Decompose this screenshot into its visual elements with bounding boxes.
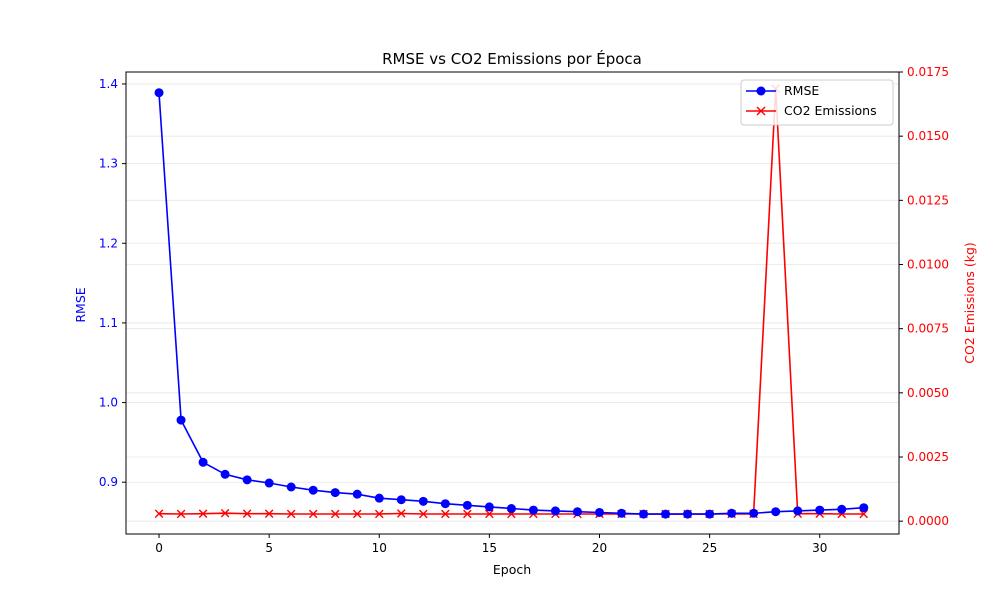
rmse-point [220,469,230,479]
legend: RMSE CO2 Emissions [740,79,894,126]
rmse-point [617,508,627,518]
y-left-tick-label: 1.3 [99,157,118,171]
rmse-line [158,92,864,515]
y-right-tick-label: 0.0175 [907,65,949,79]
co2-point [419,509,428,519]
rmse-point [286,482,296,492]
co2-point [485,509,494,519]
y-axis-left: 0.9 1.0 1.1 1.2 1.3 1.4 [99,77,126,489]
rmse-point [639,509,649,519]
y-right-tick-label: 0.0125 [907,193,949,207]
x-tick-label: 15 [482,541,497,555]
rmse-point [308,485,318,495]
rmse-point [594,507,604,517]
rmse-point [352,489,362,499]
rmse-point [705,509,715,519]
x-tick-label: 25 [702,541,717,555]
rmse-point [749,508,759,518]
rmse-point [374,493,384,503]
rmse-point [661,509,671,519]
co2-point [396,509,406,518]
co2-point [352,509,362,519]
co2-point [463,509,472,519]
y-left-tick-label: 1.2 [99,236,118,250]
co2-point [220,508,230,518]
rmse-point [440,499,450,509]
x-axis-label: Epoch [493,562,531,577]
co2-point [330,509,340,519]
rmse-point [330,488,340,498]
series-rmse [154,88,869,519]
plot-frame [125,71,900,535]
co2-point [264,509,274,519]
rmse-point [683,509,693,519]
y-left-tick-label: 1.1 [99,316,118,330]
co2-point [859,509,869,519]
x-tick-label: 0 [155,541,163,555]
co2-point [176,509,186,519]
y-right-tick-label: 0.0100 [907,258,949,272]
rmse-point [859,503,869,513]
legend-rmse-marker [756,86,766,96]
rmse-point [198,457,208,467]
y-right-tick-label: 0.0025 [907,450,949,464]
series-co2 [154,84,869,519]
x-tick-label: 30 [812,541,827,555]
rmse-point [837,504,847,514]
rmse-point [264,478,274,488]
rmse-point [727,508,737,518]
rmse-point [793,506,803,516]
rmse-point [815,505,825,515]
legend-co2-marker [756,106,766,116]
co2-point [198,509,208,519]
co2-line [158,88,864,515]
y-axis-right: 0.0000 0.0025 0.0050 0.0075 0.0100 0.0125 0.01… [899,65,949,528]
y-axis-left-label: RMSE [73,287,88,322]
rmse-point [550,506,560,516]
grid-lines [126,71,899,522]
rmse-point [484,502,494,512]
y-left-tick-label: 1.0 [99,396,118,410]
co2-point [154,509,164,519]
y-right-tick-label: 0.0000 [907,514,949,528]
rmse-point [528,505,538,515]
rmse-point [396,495,406,505]
y-right-tick-label: 0.0150 [907,129,949,143]
co2-point [441,509,450,519]
co2-point [374,509,384,519]
co2-point [242,509,252,519]
legend-co2-label: CO2 Emissions [784,103,877,118]
rmse-point [506,504,516,514]
y-right-tick-label: 0.0050 [907,386,949,400]
y-right-tick-label: 0.0075 [907,322,949,336]
y-axis-right-label: CO2 Emissions (kg) [962,242,977,364]
legend-rmse-label: RMSE [784,83,819,98]
x-axis: 0 5 10 15 20 25 30 [155,534,827,555]
x-tick-label: 5 [265,541,273,555]
y-left-tick-label: 1.4 [99,77,118,91]
rmse-point [462,500,472,510]
x-tick-label: 10 [372,541,387,555]
rmse-point [771,507,781,517]
chart-title: RMSE vs CO2 Emissions por Época [382,49,642,68]
legend-box [740,79,894,126]
rmse-point [242,475,252,485]
rmse-point [154,88,164,98]
rmse-point [572,507,582,517]
co2-point [286,509,296,519]
rmse-point [418,496,428,506]
y-left-tick-label: 0.9 [99,475,118,489]
rmse-point [176,415,186,425]
x-tick-label: 20 [592,541,607,555]
co2-point [308,509,318,519]
